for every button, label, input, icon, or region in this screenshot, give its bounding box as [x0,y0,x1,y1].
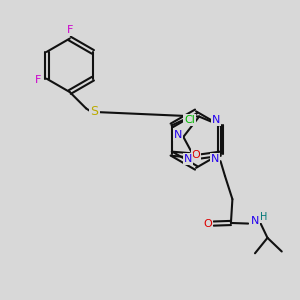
Text: F: F [67,25,73,35]
Text: H: H [260,212,267,222]
Text: N: N [211,154,219,164]
Text: O: O [192,150,200,160]
Text: S: S [90,106,98,118]
Text: N: N [212,115,220,125]
Text: N: N [250,216,259,226]
Text: F: F [34,75,41,85]
Text: Cl: Cl [184,115,195,125]
Text: N: N [174,130,182,140]
Text: O: O [203,219,212,229]
Text: N: N [184,154,192,164]
